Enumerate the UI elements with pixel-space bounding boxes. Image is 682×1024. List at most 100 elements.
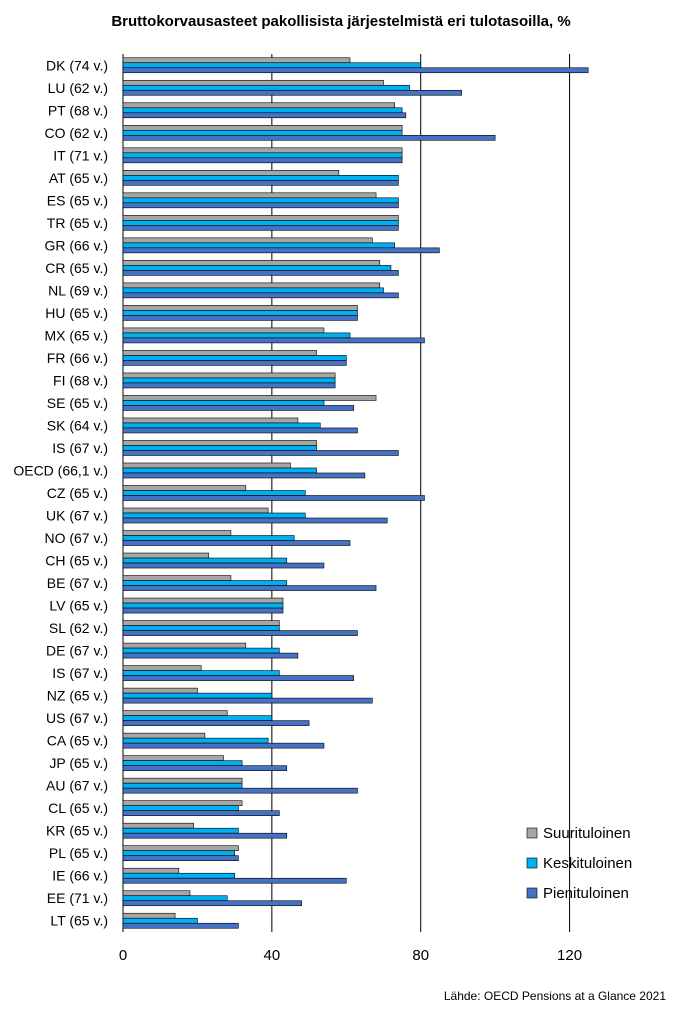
bar: [122, 822, 195, 829]
legend-label: Keskituloinen: [543, 855, 632, 872]
bar: [122, 405, 355, 411]
bar: [122, 787, 358, 794]
bar: [122, 540, 351, 546]
category-label: IE (66 v.): [52, 868, 108, 884]
bar: [122, 485, 247, 491]
bar: [122, 67, 589, 74]
bar: [122, 112, 407, 119]
bar: [122, 315, 358, 321]
bar: [122, 890, 191, 897]
bar: [122, 742, 325, 749]
bar: [122, 495, 425, 501]
bar: [122, 552, 209, 559]
bar: [122, 737, 269, 744]
bar: [122, 237, 373, 244]
bar: [122, 585, 377, 591]
bar: [122, 675, 355, 681]
bar: [122, 805, 239, 811]
bar: [122, 732, 206, 739]
bar: [122, 692, 273, 699]
bar: [122, 337, 425, 344]
category-label: HU (65 v.): [45, 305, 108, 321]
category-label: LV (65 v.): [49, 598, 108, 614]
bar: [122, 170, 340, 176]
bar: [122, 107, 403, 114]
bar: [122, 900, 302, 907]
bar: [122, 197, 399, 204]
bar: [122, 760, 243, 766]
bar: [122, 350, 317, 356]
bar: [122, 84, 410, 91]
bar: [122, 192, 377, 199]
bar: [122, 180, 399, 186]
bar: [122, 450, 399, 456]
bar: [122, 832, 288, 839]
category-labels: DK (74 v.) LU (62 v.) PT (68 v.) CO (62 v.)…: [13, 57, 108, 928]
category-label: NZ (65 v.): [47, 688, 108, 704]
bar: [122, 845, 239, 852]
bar: [122, 625, 280, 631]
bar: [122, 607, 284, 614]
bar: [122, 912, 176, 919]
bar: [122, 124, 403, 131]
category-label: FI (68 v.): [53, 372, 108, 388]
bar: [122, 134, 496, 141]
bar: [122, 242, 395, 249]
bar: [122, 440, 317, 446]
category-label: CA (65 v.): [47, 733, 108, 749]
bar: [122, 79, 384, 86]
bar: [122, 422, 321, 429]
category-label: EE (71 v.): [47, 890, 108, 906]
bar: [122, 220, 399, 226]
bar: [122, 102, 395, 109]
bar: [122, 562, 325, 569]
category-label: DK (74 v.): [46, 57, 108, 73]
category-label: SK (64 v.): [47, 417, 108, 433]
bars: [122, 57, 589, 929]
bar: [122, 395, 377, 401]
bar: [122, 597, 284, 604]
bar: [122, 89, 462, 96]
bar: [122, 260, 381, 266]
bar: [122, 530, 232, 536]
bar: [122, 855, 239, 862]
bar: [122, 810, 280, 816]
bar: [122, 575, 232, 581]
category-label: SL (62 v.): [49, 620, 108, 636]
bar: [122, 697, 373, 704]
bar: [122, 620, 280, 626]
category-label: IT (71 v.): [53, 147, 108, 163]
bar: [122, 147, 403, 154]
category-label: CL (65 v.): [48, 800, 108, 816]
category-label: LT (65 v.): [50, 913, 108, 929]
category-label: CH (65 v.): [45, 553, 108, 569]
category-label: NO (67 v.): [44, 530, 108, 546]
bar: [122, 305, 358, 311]
bar: [122, 557, 288, 564]
category-label: ES (65 v.): [47, 192, 108, 208]
bar: [122, 765, 288, 771]
bar: [122, 687, 198, 694]
bar: [122, 512, 306, 519]
bar: [122, 917, 198, 924]
tick-label: 120: [557, 947, 582, 964]
bar: [122, 332, 351, 339]
bar: [122, 372, 336, 379]
bar: [122, 462, 291, 469]
bar: [122, 62, 422, 69]
bar: [122, 467, 317, 474]
legend: Suurituloinen Keskituloinen Pienituloinen: [526, 825, 632, 902]
bar: [122, 417, 299, 424]
tick-label: 0: [119, 947, 127, 964]
bar: [122, 377, 336, 384]
bar: [122, 175, 399, 181]
category-label: AU (67 v.): [46, 778, 108, 794]
bar: [122, 642, 247, 649]
bar: [122, 630, 358, 636]
bar: [122, 755, 224, 761]
legend-swatch: [526, 887, 538, 899]
bar: [122, 922, 239, 929]
category-label: TR (65 v.): [47, 215, 108, 231]
bar: [122, 445, 317, 451]
category-label: DE (67 v.): [46, 643, 108, 659]
